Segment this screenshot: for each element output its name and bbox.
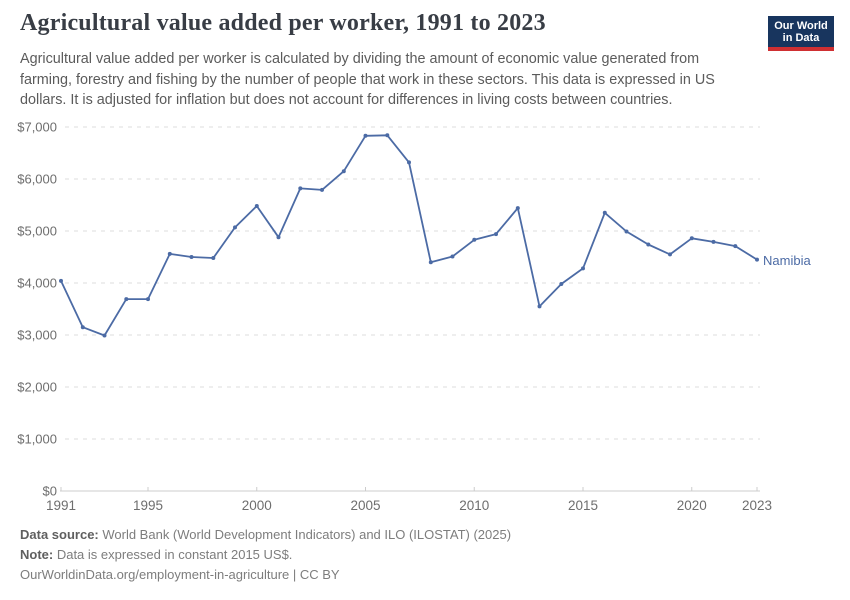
data-point[interactable] bbox=[602, 210, 607, 215]
data-point[interactable] bbox=[233, 225, 237, 230]
y-tick-label: $6,000 bbox=[17, 172, 57, 187]
data-point[interactable] bbox=[428, 260, 433, 265]
footer-data-source-line: Data source: World Bank (World Developme… bbox=[20, 525, 511, 545]
note-text: Data is expressed in constant 2015 US$. bbox=[53, 547, 293, 562]
y-tick-label: $7,000 bbox=[17, 120, 57, 135]
owid-logo-line1: Our World bbox=[774, 19, 828, 32]
owid-logo-stripe bbox=[768, 47, 834, 51]
data-point[interactable] bbox=[515, 206, 520, 211]
data-point[interactable] bbox=[276, 235, 281, 240]
owid-logo-text: Our World in Data bbox=[768, 16, 834, 47]
data-point[interactable] bbox=[559, 282, 564, 286]
data-point[interactable] bbox=[646, 242, 651, 247]
data-point[interactable] bbox=[733, 244, 738, 249]
footer-citation-line: OurWorldinData.org/employment-in-agricul… bbox=[20, 565, 511, 585]
data-point[interactable] bbox=[124, 297, 129, 302]
data-point[interactable] bbox=[211, 256, 216, 260]
x-tick-label: 2023 bbox=[742, 498, 772, 513]
citation-link[interactable]: OurWorldinData.org/employment-in-agricul… bbox=[20, 567, 340, 582]
y-tick-label: $5,000 bbox=[17, 224, 57, 239]
owid-logo[interactable]: Our World in Data bbox=[768, 16, 834, 51]
x-tick-label: 1995 bbox=[133, 498, 163, 513]
data-point[interactable] bbox=[755, 257, 759, 262]
note-label: Note: bbox=[20, 547, 54, 562]
data-line[interactable] bbox=[60, 134, 758, 337]
y-tick-label: $2,000 bbox=[17, 380, 57, 395]
data-point[interactable] bbox=[363, 133, 368, 138]
data-point[interactable] bbox=[494, 232, 498, 237]
x-tick-label: 2000 bbox=[242, 498, 272, 513]
data-point[interactable] bbox=[146, 297, 150, 302]
y-tick-label: $3,000 bbox=[17, 328, 57, 343]
series-label-namibia: Namibia bbox=[763, 253, 811, 268]
data-point[interactable] bbox=[450, 254, 455, 259]
data-point[interactable] bbox=[59, 278, 63, 283]
data-point[interactable] bbox=[254, 204, 259, 208]
data-point[interactable] bbox=[668, 252, 672, 257]
data-point[interactable] bbox=[581, 266, 585, 271]
data-source-label: Data source: bbox=[20, 527, 99, 542]
data-point[interactable] bbox=[689, 236, 694, 241]
data-point[interactable] bbox=[320, 187, 324, 192]
x-tick-label: 2005 bbox=[350, 498, 380, 513]
data-point[interactable] bbox=[341, 169, 346, 174]
x-tick-label: 2015 bbox=[568, 498, 598, 513]
y-tick-label: $4,000 bbox=[17, 276, 57, 291]
data-point[interactable] bbox=[189, 255, 194, 259]
data-point[interactable] bbox=[167, 251, 172, 256]
data-point[interactable] bbox=[407, 160, 411, 165]
data-point[interactable] bbox=[624, 229, 629, 234]
data-point[interactable] bbox=[711, 239, 716, 244]
data-point[interactable] bbox=[472, 237, 477, 242]
y-tick-label: $0 bbox=[43, 484, 57, 499]
chart-footer: Data source: World Bank (World Developme… bbox=[20, 525, 511, 585]
page-title: Agricultural value added per worker, 199… bbox=[20, 10, 546, 36]
data-source-text: World Bank (World Development Indicators… bbox=[98, 527, 512, 542]
x-tick-label: 1991 bbox=[46, 498, 76, 513]
x-tick-label: 2020 bbox=[677, 498, 707, 513]
chart-subtitle: Agricultural value added per worker is c… bbox=[20, 51, 715, 108]
data-point[interactable] bbox=[102, 333, 107, 338]
x-tick-label: 2010 bbox=[459, 498, 489, 513]
data-point[interactable] bbox=[80, 325, 85, 330]
data-point[interactable] bbox=[537, 304, 542, 309]
data-point[interactable] bbox=[385, 133, 390, 138]
owid-logo-line2: in Data bbox=[782, 31, 820, 44]
data-point[interactable] bbox=[298, 186, 303, 191]
y-tick-label: $1,000 bbox=[17, 432, 57, 447]
footer-note-line: Note: Data is expressed in constant 2015… bbox=[20, 545, 511, 565]
